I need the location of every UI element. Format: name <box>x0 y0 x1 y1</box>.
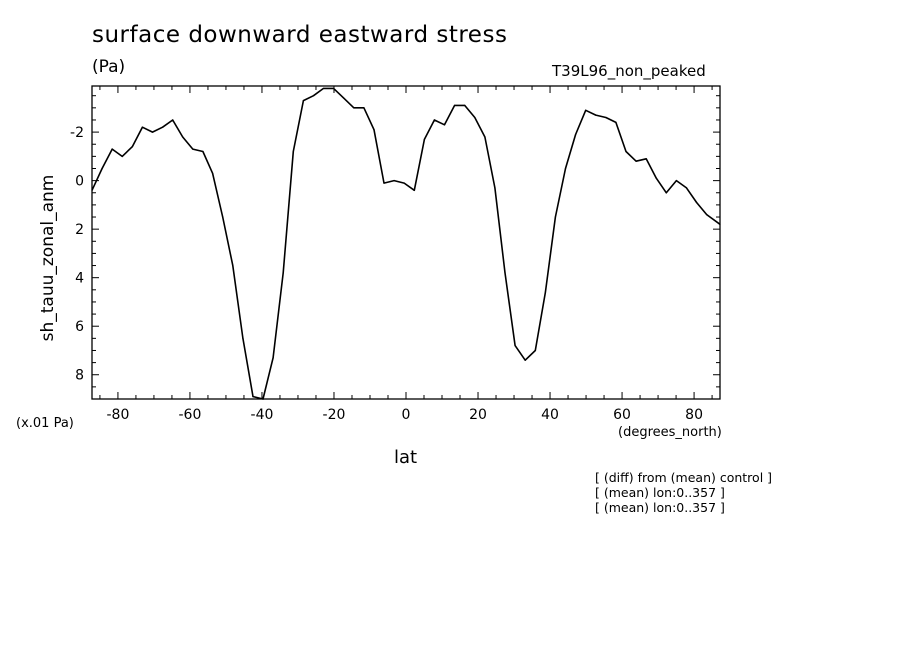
data-point <box>554 216 557 218</box>
data-point <box>141 126 144 128</box>
data-point <box>464 104 466 107</box>
data-point <box>202 150 204 153</box>
data-point <box>564 167 567 170</box>
x-tick-label: -40 <box>251 407 274 423</box>
data-point <box>433 119 436 121</box>
data-point <box>474 116 476 119</box>
data-point <box>524 359 526 361</box>
note-line: [ (diff) from (mean) control ] <box>595 470 773 485</box>
plot-frame <box>91 85 721 400</box>
data-point <box>625 150 627 153</box>
chart-units: (Pa) <box>92 57 126 77</box>
data-point <box>363 107 365 109</box>
data-point <box>312 95 315 97</box>
note-line: [ (mean) lon:0..357 ] <box>595 485 725 500</box>
x-axis-units: (degrees_north) <box>618 425 722 440</box>
data-point <box>413 189 415 191</box>
data-point <box>192 148 194 150</box>
data-point <box>343 97 345 99</box>
y-tick-label: 4 <box>75 271 84 287</box>
chart-title: surface downward eastward stress <box>92 22 508 48</box>
data-point <box>353 107 355 109</box>
data-point <box>585 109 587 111</box>
data-point <box>645 158 647 160</box>
data-point <box>222 216 224 218</box>
data-point <box>595 114 597 116</box>
data-point <box>494 187 496 189</box>
data-point <box>635 160 637 162</box>
data-point <box>454 104 456 107</box>
data-point <box>615 121 617 123</box>
x-tick-label: 20 <box>469 407 487 423</box>
x-tick-label: -60 <box>179 407 202 423</box>
data-point <box>272 357 274 359</box>
data-point <box>534 349 536 352</box>
data-point <box>161 126 164 128</box>
data-point <box>121 155 123 157</box>
data-point <box>655 177 657 179</box>
data-point <box>393 180 395 182</box>
x-tick-label: 80 <box>685 407 703 423</box>
data-point <box>91 189 93 191</box>
data-point <box>514 345 516 347</box>
data-point <box>484 136 486 138</box>
data-point <box>182 136 184 138</box>
data-point <box>504 272 506 274</box>
data-point <box>665 192 667 194</box>
y-tick-label: 6 <box>75 319 84 335</box>
data-point <box>262 398 264 400</box>
data-point <box>242 337 244 339</box>
data-point <box>706 213 708 216</box>
data-point <box>212 172 214 174</box>
x-tick-label: 40 <box>541 407 559 423</box>
data-point <box>675 180 678 182</box>
data-point <box>172 119 174 121</box>
data-point <box>232 264 234 267</box>
data-point <box>373 129 375 131</box>
x-tick-label: -20 <box>323 407 346 423</box>
data-point <box>252 395 254 398</box>
data-point <box>719 223 721 225</box>
y-tick-label: 2 <box>75 222 84 238</box>
data-point <box>605 116 607 119</box>
data-point <box>322 87 325 90</box>
data-point <box>151 131 154 133</box>
data-point <box>423 138 425 140</box>
data-point <box>403 182 405 184</box>
data-point <box>282 272 284 274</box>
y-scale-note: (x.01 Pa) <box>16 416 74 431</box>
data-point <box>292 150 294 153</box>
x-axis-label: lat <box>394 447 418 468</box>
y-tick-label: -2 <box>70 125 84 141</box>
data-point <box>333 87 335 90</box>
data-point <box>443 124 446 126</box>
series-line <box>91 87 721 400</box>
y-tick-label: 8 <box>75 368 84 384</box>
data-point <box>685 187 688 189</box>
notes-block: [ (diff) from (mean) control ] [ (mean) … <box>595 470 772 515</box>
data-point <box>575 133 577 136</box>
data-point <box>695 201 698 204</box>
data-point <box>544 291 546 293</box>
data-point <box>131 146 133 148</box>
x-tick-label: -80 <box>106 407 129 423</box>
x-tick-label: 0 <box>402 407 411 423</box>
data-point <box>383 182 385 184</box>
experiment-label: T39L96_non_peaked <box>552 62 706 80</box>
data-point <box>101 167 103 170</box>
y-tick-label: 0 <box>75 174 84 190</box>
data-point <box>111 148 113 150</box>
x-tick-label: 60 <box>613 407 631 423</box>
data-point <box>302 99 304 102</box>
note-line: [ (mean) lon:0..357 ] <box>595 500 725 515</box>
